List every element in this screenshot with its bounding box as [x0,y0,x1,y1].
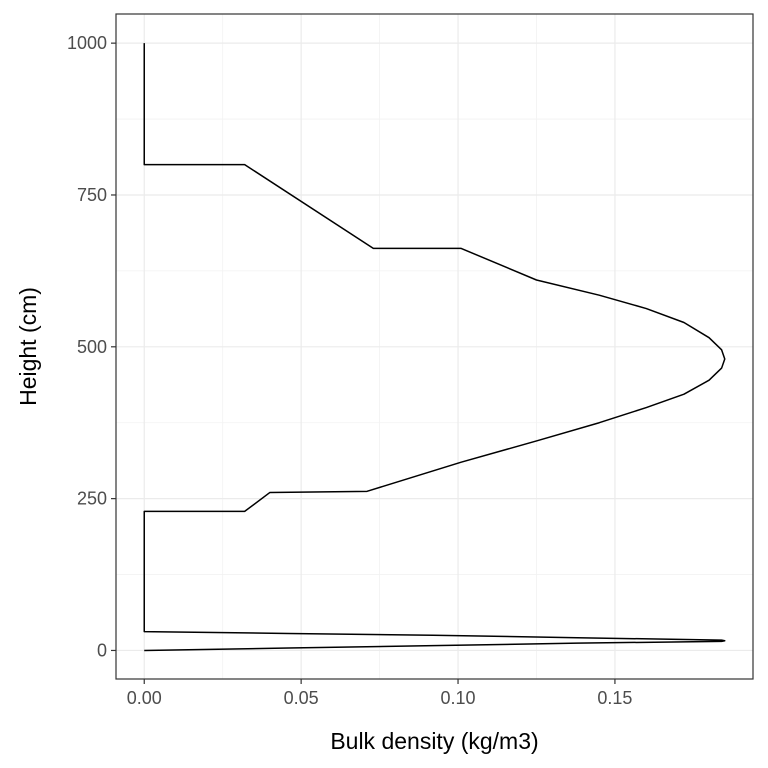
x-axis: 0.00 0.05 0.10 0.15 [127,679,632,708]
x-tick-label: 0.10 [441,688,476,708]
x-tick-label: 0.05 [284,688,319,708]
y-tick-label: 250 [77,489,107,509]
y-tick-label: 500 [77,337,107,357]
density-profile-line [143,43,726,652]
y-axis-title: Height (cm) [15,287,41,406]
major-gridlines [116,14,753,679]
x-tick-label: 0.15 [597,688,632,708]
x-axis-title: Bulk density (kg/m3) [330,728,538,754]
series-layer [143,43,726,652]
y-axis: 0 250 500 750 1000 [67,33,116,660]
y-tick-label: 0 [97,640,107,660]
x-tick-label: 0.00 [127,688,162,708]
y-tick-label: 750 [77,185,107,205]
y-tick-label: 1000 [67,33,107,53]
